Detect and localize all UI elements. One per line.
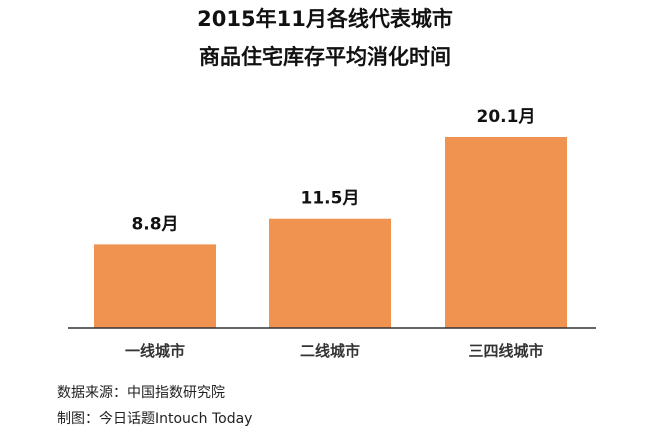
x-tick-label-1: 一线城市 [125,342,185,360]
bar-1 [94,244,216,328]
bar-3 [445,137,567,328]
x-tick-label-3: 三四线城市 [468,342,543,360]
bar-value-label-1: 8.8月 [131,214,178,234]
bars-layer [94,137,567,328]
bar-value-label-3: 20.1月 [477,107,536,127]
chart-title-line2: 商品住宅库存平均消化时间 [199,45,451,69]
x-tick-label-2: 二线城市 [300,342,360,360]
bar-value-label-2: 11.5月 [301,189,360,209]
chart-title-line1: 2015年11月各线代表城市 [197,7,453,31]
data-source-note: 数据来源：中国指数研究院 [57,385,225,401]
bar-2 [269,218,391,328]
chart-credit-note: 制图：今日话题Intouch Today [57,411,253,427]
